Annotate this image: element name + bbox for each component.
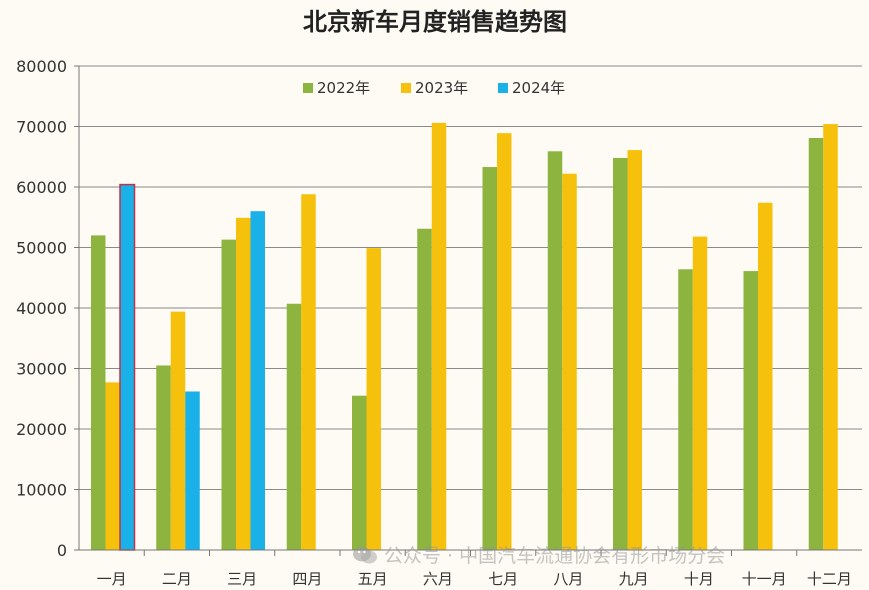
bar-1-1 <box>91 235 106 550</box>
bar-1-4 <box>286 303 302 550</box>
x-tick-label: 七月 <box>488 570 518 588</box>
bar-2-3 <box>236 217 251 551</box>
y-tick-label: 50000 <box>16 239 67 258</box>
y-tick-label: 80000 <box>16 57 67 76</box>
y-tick-label: 10000 <box>16 481 67 500</box>
y-tick-label: 40000 <box>16 299 67 318</box>
bar-2-10 <box>692 236 708 551</box>
legend-swatch <box>401 83 411 93</box>
bar-1-3 <box>221 239 236 550</box>
bar-3-1 <box>119 183 136 551</box>
watermark: 公众号 · 中国汽车流通协会有形市场分会 <box>352 541 725 568</box>
bar-3-3 <box>250 211 265 550</box>
legend-swatch <box>303 83 313 93</box>
bar-2-6 <box>431 122 447 551</box>
legend-label: 2022年 <box>317 79 370 97</box>
bar-2-1 <box>105 382 120 550</box>
x-tick-label: 八月 <box>553 570 583 588</box>
bar-1-7 <box>482 167 497 550</box>
x-tick-label: 六月 <box>423 570 453 588</box>
bar-1-2 <box>156 365 171 550</box>
bar-2-5 <box>366 248 381 551</box>
y-tick-label: 70000 <box>16 118 67 137</box>
x-tick-label: 九月 <box>619 570 649 588</box>
bar-2-8 <box>562 173 577 550</box>
legend-label: 2023年 <box>415 79 468 97</box>
x-tick-label: 四月 <box>292 570 322 588</box>
bar-1-5 <box>352 395 367 550</box>
watermark-text: 公众号 · 中国汽车流通协会有形市场分会 <box>384 545 726 567</box>
bar-2-12 <box>823 124 838 550</box>
bar-1-9 <box>613 157 628 550</box>
bar-2-7 <box>497 133 512 550</box>
y-tick-labels: 0 10000 20000 30000 40000 50000 60000 70000 8000… <box>16 57 67 560</box>
bar-1-6 <box>417 228 432 550</box>
x-tick-label: 十月 <box>684 570 714 588</box>
bar-2-9 <box>627 150 642 550</box>
chart-title: 北京新车月度销售趋势图 <box>303 8 567 36</box>
bar-2-4 <box>301 194 316 550</box>
x-tick-labels: 一月 二月 三月 四月 五月 六月 七月 八月 九月 十月 十一月 十二月 <box>97 570 852 588</box>
x-tick-label: 一月 <box>97 570 127 588</box>
y-tick-label: 20000 <box>16 420 67 439</box>
bar-1-11 <box>743 271 758 550</box>
x-tick-label: 十一月 <box>742 570 787 588</box>
bar-3-2 <box>185 391 200 550</box>
legend-swatch <box>498 83 508 93</box>
x-tick-label: 五月 <box>358 570 388 588</box>
bar-1-12 <box>808 137 824 550</box>
bar-2-11 <box>758 202 773 551</box>
legend-label: 2024年 <box>512 79 565 97</box>
bar-2-2 <box>170 311 186 550</box>
bar-1-10 <box>678 269 693 550</box>
x-tick-label: 三月 <box>227 570 257 588</box>
axes <box>74 65 862 556</box>
y-tick-label: 60000 <box>16 178 67 197</box>
y-tick-label: 30000 <box>16 360 67 379</box>
x-tick-label: 二月 <box>162 570 192 588</box>
legend: 2022年 2023年 2024年 <box>303 79 565 97</box>
y-tick-label: 0 <box>57 541 67 560</box>
x-tick-label: 十二月 <box>807 570 852 588</box>
gridlines <box>79 65 862 490</box>
wechat-icon <box>353 546 377 564</box>
bars <box>91 122 838 551</box>
bar-1-8 <box>547 151 563 550</box>
